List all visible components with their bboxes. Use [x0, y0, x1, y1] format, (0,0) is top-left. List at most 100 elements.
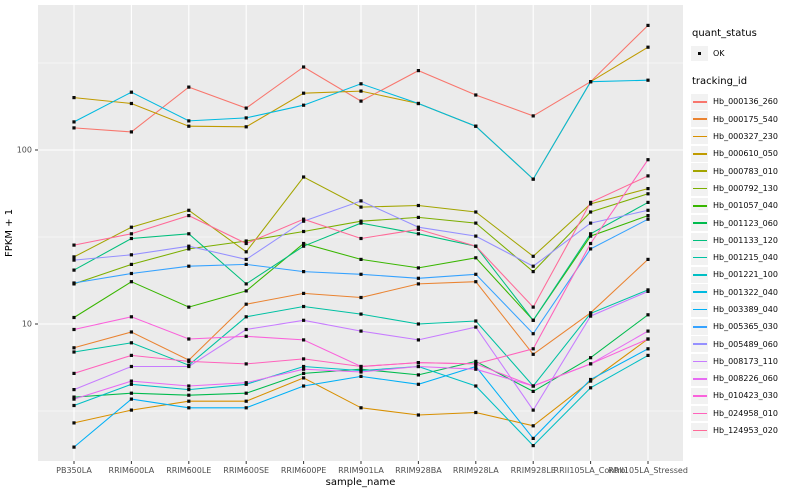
data-point-marker [187, 364, 191, 369]
data-point-marker [474, 256, 478, 260]
data-point-marker [72, 346, 76, 350]
data-point-marker [129, 391, 133, 395]
data-point-marker [244, 282, 248, 286]
data-point-marker [474, 272, 478, 276]
legend-item-Hb_000136_260: Hb_000136_260 [691, 93, 799, 110]
data-point-marker [72, 268, 76, 272]
data-point-marker [129, 262, 133, 266]
data-point-marker [72, 243, 76, 247]
data-point-marker [359, 312, 363, 316]
data-point-marker [531, 347, 535, 351]
legend-item-Hb_001057_040: Hb_001057_040 [691, 197, 799, 214]
series-color-swatch [691, 128, 708, 145]
legend-quant-status-title: quant_status [692, 28, 757, 39]
data-point-marker [589, 200, 593, 204]
series-line-icon [692, 291, 707, 294]
data-point-marker [474, 384, 478, 388]
series-line-icon [692, 308, 707, 311]
data-point-marker [589, 314, 593, 318]
series-color-swatch [691, 319, 708, 335]
data-point-marker [646, 45, 650, 49]
legend-item-Hb_000792_130: Hb_000792_130 [691, 180, 799, 197]
data-point-marker [129, 130, 133, 134]
data-point-marker [129, 253, 133, 257]
legend-item-Hb_000327_230: Hb_000327_230 [691, 128, 799, 145]
legend-tracking-id-label: Hb_001057_040 [713, 201, 778, 211]
data-point-marker [187, 124, 191, 128]
series-line-icon [692, 204, 707, 207]
data-point-marker [531, 424, 535, 428]
x-tick-label: RRIM600SE [223, 466, 269, 475]
legend-quant-status-label: OK [713, 49, 725, 59]
data-point-marker [244, 362, 248, 366]
data-point-marker [359, 236, 363, 241]
series-line-icon [692, 326, 707, 328]
data-point-marker [72, 126, 76, 130]
data-point-marker [646, 347, 650, 351]
legend-tracking-id-label: Hb_000327_230 [713, 132, 778, 142]
data-point-marker [302, 219, 306, 223]
data-point-marker [359, 199, 363, 203]
data-point-marker [129, 379, 133, 383]
data-point-marker [129, 271, 133, 276]
ok-point-swatch [691, 45, 708, 62]
series-line-icon [692, 153, 707, 155]
data-point-marker [72, 281, 76, 285]
series-line-icon [692, 360, 707, 363]
data-point-marker [589, 80, 593, 84]
legend-item-Hb_003389_040: Hb_003389_040 [691, 301, 799, 318]
x-tick-label: RRII105LA_Control [554, 466, 628, 475]
data-point-marker [359, 82, 363, 86]
data-point-marker [187, 406, 191, 410]
legend-tracking-id-label: Hb_005489_060 [713, 339, 778, 349]
data-point-marker [416, 232, 420, 236]
data-point-marker [244, 116, 248, 120]
y-axis-title: FPKM + 1 [4, 208, 15, 258]
data-point-marker [187, 337, 191, 341]
data-point-marker [187, 119, 191, 123]
data-point-marker [359, 329, 363, 333]
data-point-marker [474, 210, 478, 214]
data-point-marker [72, 421, 76, 425]
data-point-marker [187, 264, 191, 268]
data-point-marker [359, 99, 363, 103]
legend-tracking-id-label: Hb_001322_040 [713, 287, 778, 297]
legend-item-Hb_024958_010: Hb_024958_010 [691, 405, 799, 422]
data-point-marker [646, 353, 650, 357]
x-tick-label: RRIM600LE [166, 466, 211, 475]
data-point-marker [129, 341, 133, 345]
series-line-icon [692, 343, 707, 345]
data-point-marker [589, 247, 593, 251]
data-point-marker [187, 384, 191, 388]
data-point-marker [72, 96, 76, 100]
data-point-marker [646, 289, 650, 293]
data-point-marker [302, 376, 306, 380]
legend-item-Hb_001123_060: Hb_001123_060 [691, 214, 799, 231]
series-color-swatch [691, 284, 708, 300]
data-point-marker [589, 386, 593, 390]
data-point-marker [359, 219, 363, 223]
data-point-marker [589, 241, 593, 246]
data-point-marker [72, 327, 76, 332]
data-point-marker [244, 262, 248, 266]
x-tick-label: PB350LA [56, 466, 92, 475]
legend-item-ok: OK [691, 45, 799, 62]
legend-item-Hb_005365_030: Hb_005365_030 [691, 318, 799, 335]
data-point-marker [302, 175, 306, 179]
data-point-marker [416, 282, 420, 286]
legend-item-Hb_001221_100: Hb_001221_100 [691, 266, 799, 283]
series-line-icon [692, 395, 707, 397]
data-point-marker [531, 352, 535, 356]
data-point-marker [531, 384, 535, 388]
data-point-marker [646, 329, 650, 333]
data-point-marker [416, 322, 420, 326]
x-tick-label: RRIM600LA [109, 466, 155, 475]
data-point-marker [646, 313, 650, 317]
data-point-marker [359, 257, 363, 261]
data-point-marker [646, 78, 650, 82]
data-point-marker [129, 90, 133, 94]
data-point-marker [187, 208, 191, 212]
data-point-marker [646, 187, 650, 191]
series-color-swatch [691, 215, 708, 231]
